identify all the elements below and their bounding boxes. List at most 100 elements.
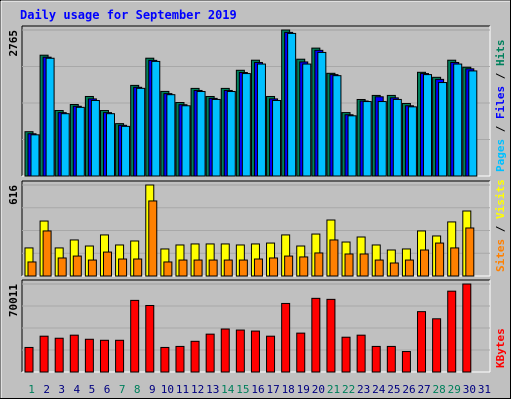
x-tick-label: 19 bbox=[297, 383, 310, 396]
y-tick-label: 70011 bbox=[7, 284, 20, 317]
x-tick-label: 29 bbox=[448, 383, 461, 396]
bar bbox=[450, 247, 460, 277]
bar bbox=[166, 94, 176, 177]
bar bbox=[133, 258, 143, 277]
legend-separator: / bbox=[494, 219, 507, 239]
bar bbox=[438, 82, 448, 177]
bar bbox=[90, 99, 100, 177]
bar bbox=[42, 230, 52, 277]
bar bbox=[420, 249, 430, 277]
legend-entry: Pages bbox=[494, 139, 507, 172]
x-tick-label: 13 bbox=[206, 383, 219, 396]
bar bbox=[423, 74, 433, 177]
x-tick-label: 31 bbox=[478, 383, 491, 396]
bar bbox=[356, 334, 366, 373]
bar bbox=[344, 253, 354, 277]
x-tick-label: 3 bbox=[58, 383, 65, 396]
bar bbox=[60, 113, 70, 177]
bar bbox=[447, 290, 457, 373]
legend: Pages / Files / Hits bbox=[494, 40, 507, 173]
bar bbox=[238, 259, 248, 277]
bar bbox=[163, 261, 173, 277]
x-tick-label: 9 bbox=[149, 383, 156, 396]
bar bbox=[432, 318, 442, 373]
x-tick-label: 23 bbox=[357, 383, 370, 396]
legend-entry: Visits bbox=[494, 179, 507, 219]
bar bbox=[193, 259, 203, 277]
bar bbox=[281, 302, 291, 373]
bar bbox=[99, 339, 109, 373]
x-tick-label: 25 bbox=[387, 383, 400, 396]
bar bbox=[401, 351, 411, 373]
legend-entry: KBytes bbox=[494, 328, 507, 368]
bar bbox=[115, 339, 125, 373]
bar bbox=[241, 73, 251, 177]
legend-entry: Hits bbox=[494, 40, 507, 67]
bar bbox=[377, 101, 387, 177]
chart-title: Daily usage for September 2019 bbox=[20, 8, 237, 22]
bar bbox=[341, 336, 351, 373]
x-tick-label: 10 bbox=[161, 383, 174, 396]
x-tick-label: 14 bbox=[221, 383, 235, 396]
bar bbox=[468, 70, 478, 177]
bar bbox=[226, 91, 236, 177]
bar bbox=[175, 345, 185, 373]
x-tick-label: 15 bbox=[236, 383, 249, 396]
bar bbox=[299, 256, 309, 277]
bar bbox=[220, 328, 230, 373]
bar bbox=[407, 106, 417, 177]
bar bbox=[329, 239, 339, 277]
bar bbox=[148, 200, 158, 277]
x-tick-label: 2 bbox=[43, 383, 50, 396]
y-tick-label: 616 bbox=[7, 185, 20, 205]
bar bbox=[256, 63, 266, 177]
bar bbox=[347, 115, 357, 177]
bar bbox=[314, 252, 324, 277]
bar bbox=[235, 329, 245, 373]
bar bbox=[386, 345, 396, 373]
bar bbox=[317, 51, 327, 177]
bar bbox=[102, 251, 112, 277]
bar bbox=[269, 257, 279, 277]
bar bbox=[190, 340, 200, 373]
legend: Sites / Visits bbox=[494, 179, 507, 272]
x-tick-label: 18 bbox=[282, 383, 295, 396]
x-tick-label: 20 bbox=[312, 383, 325, 396]
bar bbox=[374, 259, 384, 277]
bar bbox=[392, 98, 402, 177]
bar bbox=[39, 335, 49, 373]
bar bbox=[326, 298, 336, 373]
bar bbox=[362, 101, 372, 177]
x-tick-label: 30 bbox=[463, 383, 476, 396]
bar bbox=[151, 60, 161, 177]
bar bbox=[205, 333, 215, 373]
bar bbox=[105, 113, 115, 177]
bar bbox=[160, 346, 170, 373]
bar bbox=[250, 330, 260, 373]
bar bbox=[84, 338, 94, 373]
bar bbox=[435, 242, 445, 277]
x-tick-label: 16 bbox=[251, 383, 264, 396]
bar bbox=[45, 57, 55, 177]
x-tick-label: 8 bbox=[134, 383, 141, 396]
bar bbox=[462, 283, 472, 373]
bar bbox=[332, 75, 342, 177]
bar bbox=[417, 311, 427, 373]
bar bbox=[87, 259, 97, 277]
bar bbox=[72, 255, 82, 277]
legend-separator: / bbox=[494, 66, 507, 86]
x-tick-label: 7 bbox=[119, 383, 126, 396]
bar bbox=[311, 297, 321, 373]
legend-entry: Files bbox=[494, 86, 507, 119]
bar bbox=[118, 258, 128, 277]
x-tick-label: 26 bbox=[402, 383, 415, 396]
legend-entry: Sites bbox=[494, 239, 507, 272]
bar bbox=[453, 63, 463, 177]
legend-separator: / bbox=[494, 119, 507, 139]
bar bbox=[404, 259, 414, 277]
bar bbox=[208, 259, 218, 277]
bar bbox=[30, 134, 40, 177]
bar bbox=[371, 345, 381, 373]
x-tick-label: 17 bbox=[266, 383, 279, 396]
x-tick-label: 12 bbox=[191, 383, 204, 396]
